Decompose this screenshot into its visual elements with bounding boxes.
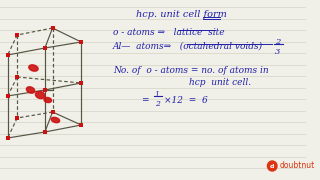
Text: 1: 1 [155,91,160,99]
Ellipse shape [29,65,38,71]
Text: ×12  =  6: ×12 = 6 [164,96,208,105]
Ellipse shape [51,117,60,123]
Text: doubtnut: doubtnut [280,161,315,170]
Text: 2: 2 [275,38,281,46]
Circle shape [268,161,277,171]
Text: No. of  o - atoms = no. of atoms in: No. of o - atoms = no. of atoms in [113,66,268,75]
Text: d: d [270,163,275,168]
Text: Al—  atoms⇒   (octahedral voids): Al— atoms⇒ (octahedral voids) [113,42,263,51]
Text: o - atoms ⇒   lattice  site: o - atoms ⇒ lattice site [113,28,224,37]
Text: =: = [141,96,149,105]
Ellipse shape [27,87,35,93]
Text: 2: 2 [155,100,160,108]
Text: 3: 3 [275,48,281,56]
Text: hcp. unit cell form: hcp. unit cell form [136,10,227,19]
Ellipse shape [36,91,45,99]
Ellipse shape [44,97,52,103]
Text: hcp  unit cell.: hcp unit cell. [189,78,251,87]
